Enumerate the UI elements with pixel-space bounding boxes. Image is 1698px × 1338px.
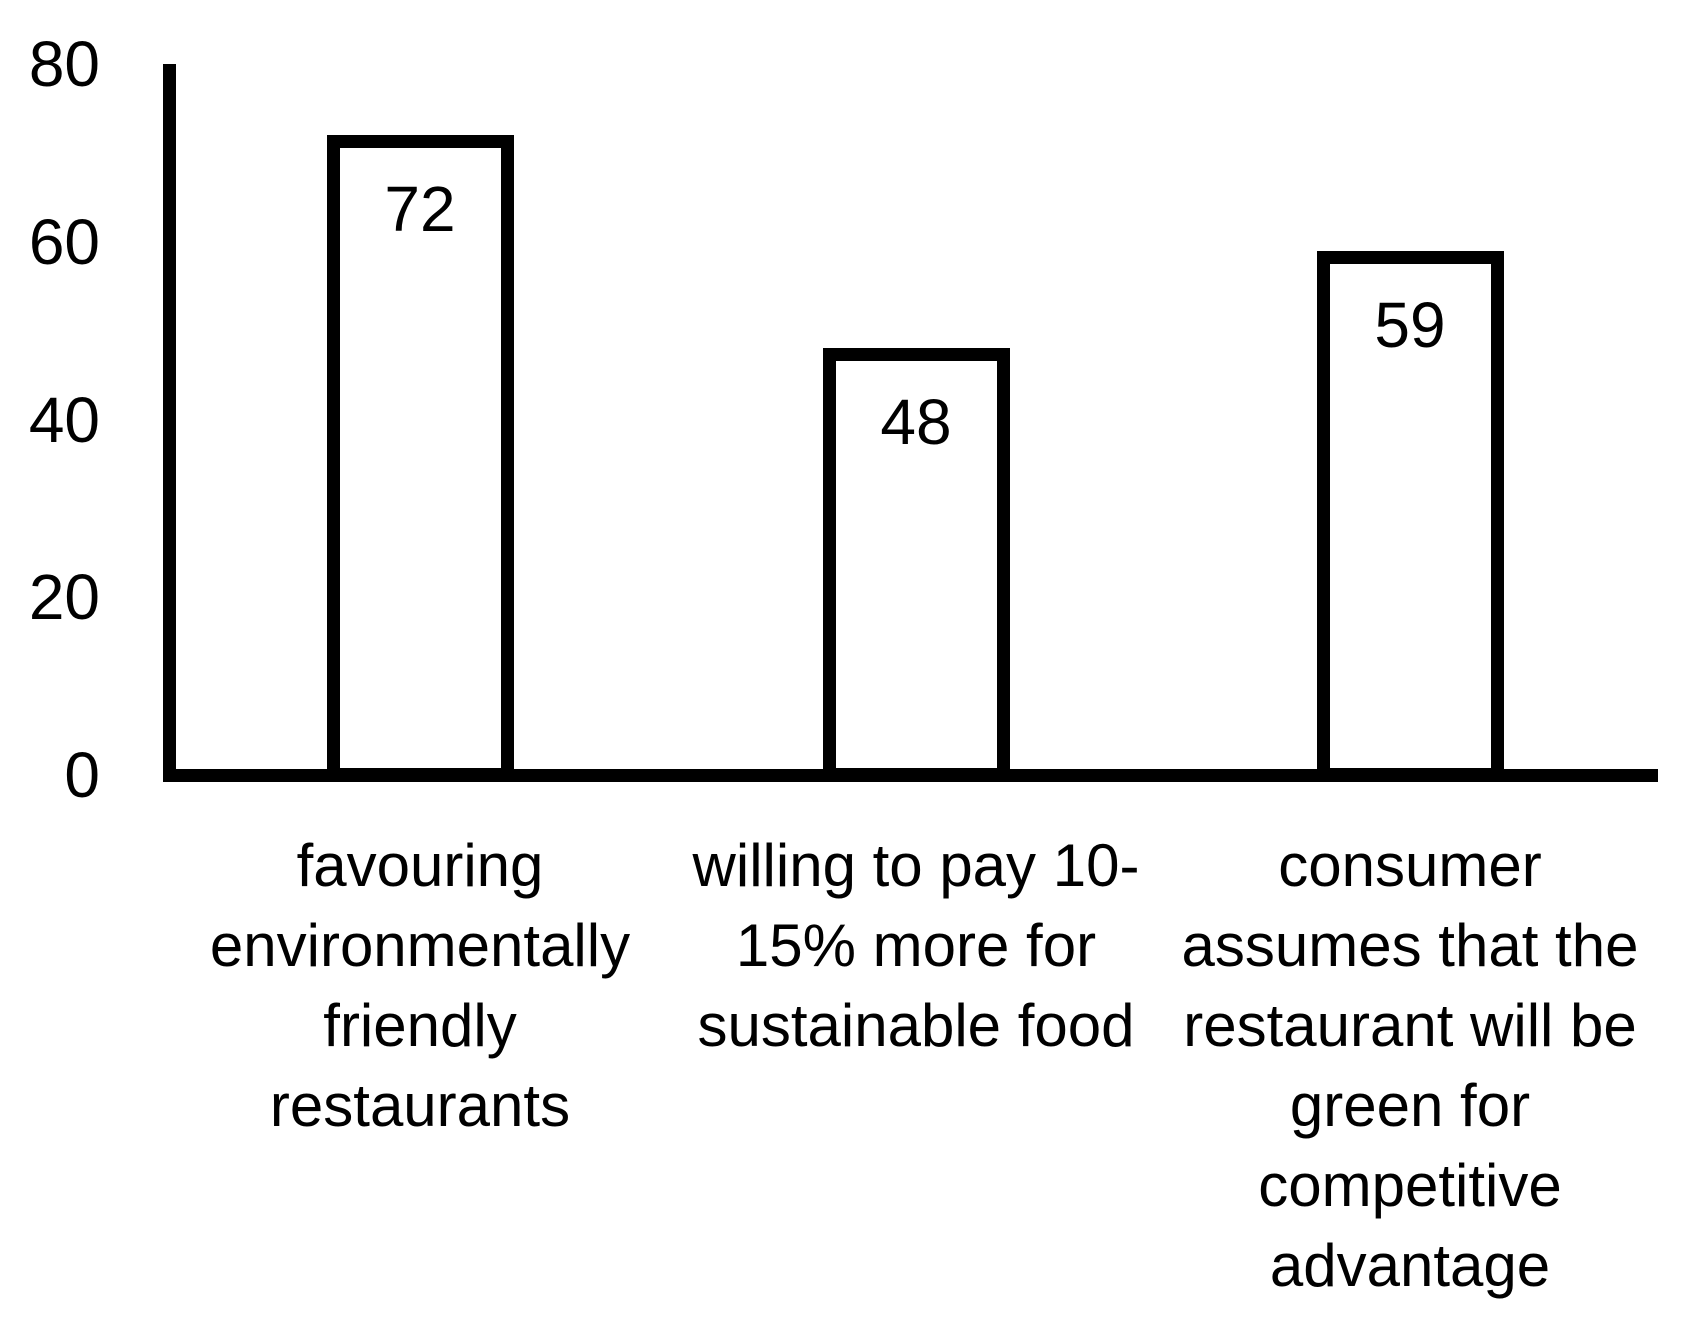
bar-value-label: 59	[1374, 288, 1446, 361]
x-axis-category-label: consumer assumes that the restaurant wil…	[1181, 832, 1639, 1299]
y-axis-tick-label: 60	[28, 205, 100, 278]
bar-value-label: 48	[880, 386, 952, 459]
y-axis-tick-label: 40	[28, 383, 100, 456]
y-axis-tick-label: 0	[64, 739, 100, 811]
x-axis-category-label: willing to pay 10- 15% more for sustaina…	[692, 832, 1140, 1059]
y-axis-tick-label: 20	[28, 561, 100, 634]
y-axis-tick-label: 80	[28, 28, 100, 100]
bar-2: 48	[822, 348, 1010, 782]
x-axis-category-label: favouring environmentally friendly resta…	[209, 832, 631, 1139]
x-axis-line	[163, 769, 1658, 782]
bar-3: 59	[1316, 250, 1504, 782]
bar-1: 72	[326, 135, 514, 782]
bar-value-label: 72	[384, 173, 456, 246]
y-axis-line	[163, 64, 176, 782]
